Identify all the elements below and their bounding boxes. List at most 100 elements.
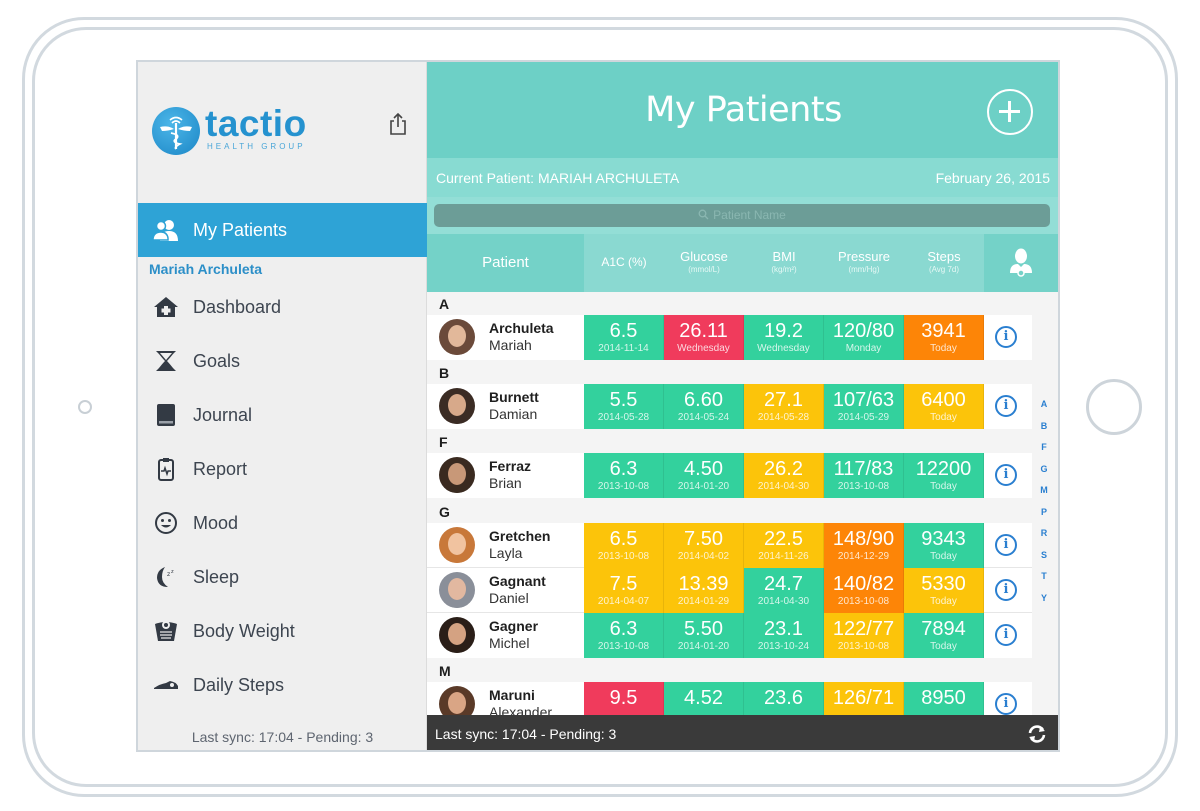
- metric-cell-a1c[interactable]: 6.3 2013-10-08: [584, 613, 664, 658]
- sidebar-item-report[interactable]: Report: [138, 449, 427, 489]
- metric-cell-bmi[interactable]: 23.6: [744, 682, 824, 715]
- sidebar-item-dashboard[interactable]: Dashboard: [138, 287, 427, 327]
- patient-row[interactable]: Gagnant Daniel 7.5 2014-04-07 13.39 2014-01-2…: [427, 568, 1032, 613]
- metric-cell-pressure[interactable]: 140/82 2013-10-08: [824, 568, 904, 613]
- alphabet-index[interactable]: A B F G M P R S T Y: [1036, 399, 1052, 614]
- sidebar-item-label: Mood: [193, 512, 239, 533]
- metric-cell-a1c[interactable]: 5.5 2014-05-28: [584, 384, 664, 429]
- refresh-icon[interactable]: [1027, 724, 1047, 749]
- metric-cell-bmi[interactable]: 23.1 2013-10-24: [744, 613, 824, 658]
- alphabet-index-letter[interactable]: R: [1040, 528, 1048, 538]
- metric-cell-pressure[interactable]: 117/83 2013-10-08: [824, 453, 904, 498]
- metric-cell-glucose[interactable]: 4.52: [664, 682, 744, 715]
- metric-value: 6400: [921, 389, 966, 411]
- column-header-unit: (kg/m²): [771, 265, 797, 274]
- metric-cell-steps[interactable]: 12200 Today: [904, 453, 984, 498]
- info-icon[interactable]: i: [995, 534, 1017, 556]
- patient-row[interactable]: Maruni Alexander 9.5 4.52 23.6 126/71 8950 i: [427, 682, 1032, 715]
- metric-cell-pressure[interactable]: 120/80 Monday: [824, 315, 904, 360]
- metric-cell-glucose[interactable]: 13.39 2014-01-29: [664, 568, 744, 613]
- add-patient-button[interactable]: [987, 89, 1033, 135]
- metric-cell-steps[interactable]: 8950: [904, 682, 984, 715]
- metric-cell-glucose[interactable]: 26.11 Wednesday: [664, 315, 744, 360]
- metric-cell-a1c[interactable]: 7.5 2014-04-07: [584, 568, 664, 613]
- sidebar-item-daily-steps[interactable]: Daily Steps: [138, 665, 427, 705]
- sidebar-item-mood[interactable]: Mood: [138, 503, 427, 543]
- metric-cell-glucose[interactable]: 5.50 2014-01-20: [664, 613, 744, 658]
- info-icon[interactable]: i: [995, 395, 1017, 417]
- current-patient-name[interactable]: Mariah Archuleta: [149, 261, 263, 277]
- metric-cell-steps[interactable]: 5330 Today: [904, 568, 984, 613]
- metric-cell-steps[interactable]: 7894 Today: [904, 613, 984, 658]
- metric-value: 4.50: [684, 458, 723, 480]
- alphabet-index-letter[interactable]: F: [1041, 442, 1047, 452]
- info-icon[interactable]: i: [995, 693, 1017, 715]
- column-header-patient[interactable]: Patient: [427, 234, 584, 292]
- metric-date: 2014-05-29: [837, 412, 890, 423]
- metric-cell-bmi[interactable]: 27.1 2014-05-28: [744, 384, 824, 429]
- column-header-bmi[interactable]: BMI (kg/m²): [744, 234, 824, 292]
- metric-cell-a1c[interactable]: 9.5: [584, 682, 664, 715]
- metric-cell-glucose[interactable]: 6.60 2014-05-24: [664, 384, 744, 429]
- info-icon[interactable]: i: [995, 326, 1017, 348]
- column-header-a1c[interactable]: A1C (%): [584, 234, 664, 292]
- metric-cell-pressure[interactable]: 126/71: [824, 682, 904, 715]
- search-input[interactable]: Patient Name: [434, 204, 1050, 227]
- column-header-glucose[interactable]: Glucose (mmol/L): [664, 234, 744, 292]
- alphabet-index-letter[interactable]: G: [1040, 463, 1048, 474]
- book-icon: [152, 403, 180, 427]
- patient-row[interactable]: Gagner Michel 6.3 2013-10-08 5.50 2014-01-20 2…: [427, 613, 1032, 658]
- alphabet-index-letter[interactable]: A: [1040, 399, 1048, 409]
- alphabet-index-letter[interactable]: M: [1040, 485, 1048, 495]
- metric-date: 2014-05-24: [677, 412, 730, 423]
- metric-cell-bmi[interactable]: 24.7 2014-04-30: [744, 568, 824, 613]
- metric-cell-steps[interactable]: 3941 Today: [904, 315, 984, 360]
- patient-row[interactable]: Ferraz Brian 6.3 2013-10-08 4.50 2014-01-20 26…: [427, 453, 1032, 498]
- section-header: M: [439, 663, 451, 679]
- metric-cell-glucose[interactable]: 7.50 2014-04-02: [664, 523, 744, 568]
- info-icon[interactable]: i: [995, 624, 1017, 646]
- sidebar-item-goals[interactable]: Goals: [138, 341, 427, 381]
- metric-cell-a1c[interactable]: 6.5 2013-10-08: [584, 523, 664, 568]
- home-button[interactable]: [1086, 379, 1142, 435]
- main-panel: My Patients Current Patient: MARIAH ARCH…: [427, 62, 1058, 750]
- metric-value: 6.3: [609, 618, 638, 640]
- patient-row[interactable]: Gretchen Layla 6.5 2013-10-08 7.50 2014-04-02…: [427, 523, 1032, 568]
- alphabet-index-letter[interactable]: S: [1040, 549, 1047, 560]
- sidebar-item-journal[interactable]: Journal: [138, 395, 427, 435]
- patient-last-name: Gagner: [489, 618, 539, 634]
- doctor-profile-button[interactable]: [984, 234, 1058, 292]
- info-icon[interactable]: i: [995, 464, 1017, 486]
- patient-list[interactable]: A Archuleta Mariah 6.5 2014-11-14 26.11 Wednes…: [427, 292, 1058, 715]
- metric-date: 2013-10-24: [757, 641, 810, 652]
- column-header-pressure[interactable]: Pressure (mm/Hg): [824, 234, 904, 292]
- sidebar-item-body-weight[interactable]: Body Weight: [138, 611, 427, 651]
- metric-cell-pressure[interactable]: 122/77 2013-10-08: [824, 613, 904, 658]
- logo: tactio HEALTH GROUP: [152, 105, 307, 156]
- metric-value: 5330: [921, 573, 966, 595]
- alphabet-index-letter[interactable]: T: [1041, 571, 1047, 581]
- patient-last-name: Maruni: [489, 687, 535, 703]
- share-icon[interactable]: [388, 112, 408, 136]
- alphabet-index-letter[interactable]: P: [1040, 506, 1047, 517]
- alphabet-index-letter[interactable]: Y: [1040, 592, 1047, 603]
- metric-cell-pressure[interactable]: 148/90 2014-12-29: [824, 523, 904, 568]
- metric-cell-glucose[interactable]: 4.50 2014-01-20: [664, 453, 744, 498]
- metric-cell-a1c[interactable]: 6.5 2014-11-14: [584, 315, 664, 360]
- patient-row[interactable]: Burnett Damian 5.5 2014-05-28 6.60 2014-05-24…: [427, 384, 1032, 429]
- metric-cell-bmi[interactable]: 22.5 2014-11-26: [744, 523, 824, 568]
- metric-date: 2013-10-08: [837, 481, 890, 492]
- metric-cell-bmi[interactable]: 19.2 Wednesday: [744, 315, 824, 360]
- sidebar-item-my-patients[interactable]: My Patients: [138, 203, 427, 257]
- info-icon[interactable]: i: [995, 579, 1017, 601]
- patient-row[interactable]: Archuleta Mariah 6.5 2014-11-14 26.11 Wednesd…: [427, 315, 1032, 360]
- metric-cell-steps[interactable]: 9343 Today: [904, 523, 984, 568]
- metric-cell-a1c[interactable]: 6.3 2013-10-08: [584, 453, 664, 498]
- metric-cell-pressure[interactable]: 107/63 2014-05-29: [824, 384, 904, 429]
- metric-date: 2013-10-08: [837, 596, 890, 607]
- alphabet-index-letter[interactable]: B: [1040, 420, 1048, 431]
- metric-cell-steps[interactable]: 6400 Today: [904, 384, 984, 429]
- column-header-steps[interactable]: Steps (Avg 7d): [904, 234, 984, 292]
- metric-cell-bmi[interactable]: 26.2 2014-04-30: [744, 453, 824, 498]
